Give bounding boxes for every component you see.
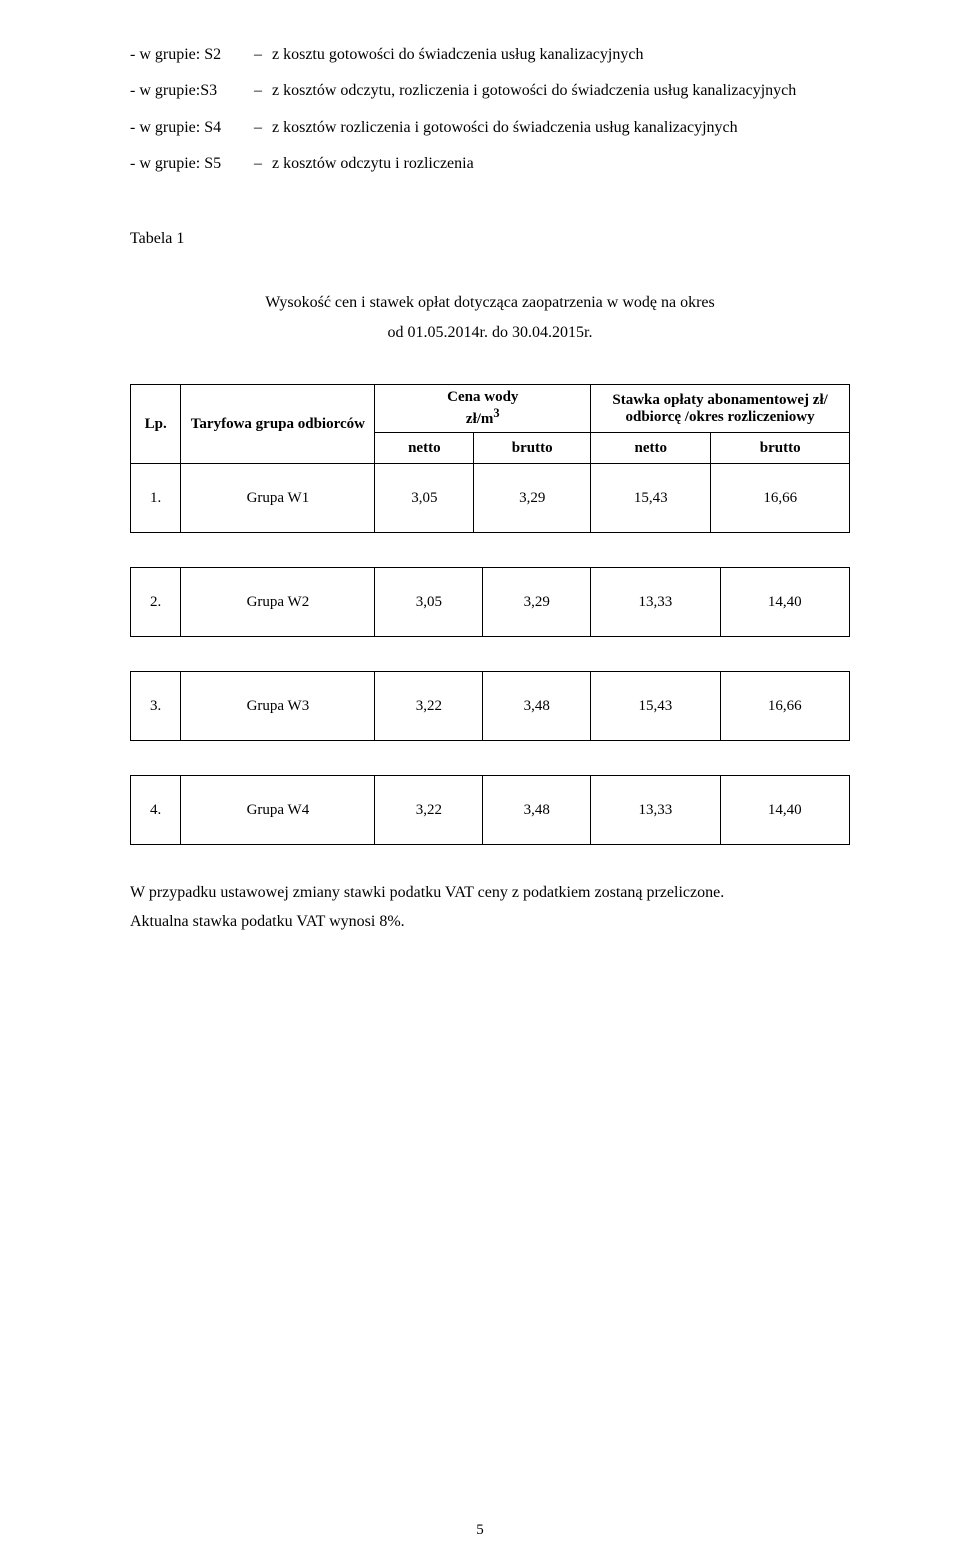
definition-dash: – xyxy=(254,40,272,70)
definition-label: - w grupie: S2 xyxy=(130,40,254,70)
price-unit-sup: 3 xyxy=(493,406,499,420)
cell-price-net: 3,22 xyxy=(375,776,483,845)
table-title: Wysokość cen i stawek opłat dotycząca za… xyxy=(130,288,850,349)
definition-dash: – xyxy=(254,76,272,106)
subheader-netto: netto xyxy=(375,433,474,464)
cell-group: Grupa W4 xyxy=(181,776,375,845)
cell-price-gross: 3,29 xyxy=(483,568,591,637)
cell-lp: 2. xyxy=(131,568,181,637)
cell-group: Grupa W3 xyxy=(181,672,375,741)
definition-text: z kosztów rozliczenia i gotowości do świ… xyxy=(272,113,850,143)
cell-sub-net: 13,33 xyxy=(591,568,720,637)
cell-sub-net: 13,33 xyxy=(591,776,720,845)
col-header-subscription: Stawka opłaty abonamentowej zł/ odbiorcę… xyxy=(591,385,850,433)
price-table-2: 2. Grupa W2 3,05 3,29 13,33 14,40 xyxy=(130,567,850,637)
definition-text: z kosztów odczytu, rozliczenia i gotowoś… xyxy=(272,76,850,106)
cell-sub-gross: 14,40 xyxy=(720,776,849,845)
page-number: 5 xyxy=(0,1522,960,1539)
cell-price-gross: 3,48 xyxy=(483,672,591,741)
definition-list: - w grupie: S2 – z kosztu gotowości do ś… xyxy=(130,40,850,180)
subheader-brutto: brutto xyxy=(711,433,850,464)
subheader-brutto: brutto xyxy=(474,433,591,464)
cell-sub-net: 15,43 xyxy=(591,464,711,533)
price-label: Cena wody xyxy=(447,389,518,405)
cell-sub-gross: 16,66 xyxy=(711,464,850,533)
footer-line1: W przypadku ustawowej zmiany stawki poda… xyxy=(130,884,724,901)
cell-price-gross: 3,48 xyxy=(483,776,591,845)
table-row: 2. Grupa W2 3,05 3,29 13,33 14,40 xyxy=(131,568,850,637)
cell-price-net: 3,05 xyxy=(375,568,483,637)
cell-price-net: 3,05 xyxy=(375,464,474,533)
cell-group: Grupa W2 xyxy=(181,568,375,637)
table-row: 1. Grupa W1 3,05 3,29 15,43 16,66 xyxy=(131,464,850,533)
definition-text: z kosztów odczytu i rozliczenia xyxy=(272,149,850,179)
price-unit: zł/m xyxy=(466,411,494,427)
cell-lp: 1. xyxy=(131,464,181,533)
footer-line2: Aktualna stawka podatku VAT wynosi 8%. xyxy=(130,913,405,930)
definition-dash: – xyxy=(254,113,272,143)
col-header-group: Taryfowa grupa odbiorców xyxy=(181,385,375,464)
subheader-netto: netto xyxy=(591,433,711,464)
cell-sub-gross: 14,40 xyxy=(720,568,849,637)
col-header-lp: Lp. xyxy=(131,385,181,464)
definition-label: - w grupie: S4 xyxy=(130,113,254,143)
table-label: Tabela 1 xyxy=(130,230,850,248)
cell-sub-net: 15,43 xyxy=(591,672,720,741)
table-row: 3. Grupa W3 3,22 3,48 15,43 16,66 xyxy=(131,672,850,741)
cell-lp: 3. xyxy=(131,672,181,741)
definition-row: - w grupie: S4 – z kosztów rozliczenia i… xyxy=(130,113,850,143)
col-header-price: Cena wody zł/m3 xyxy=(375,385,591,433)
cell-price-net: 3,22 xyxy=(375,672,483,741)
definition-text: z kosztu gotowości do świadczenia usług … xyxy=(272,40,850,70)
price-table-1: Lp. Taryfowa grupa odbiorców Cena wody z… xyxy=(130,384,850,533)
definition-label: - w grupie:S3 xyxy=(130,76,254,106)
table-title-line1: Wysokość cen i stawek opłat dotycząca za… xyxy=(265,294,715,311)
document-page: - w grupie: S2 – z kosztu gotowości do ś… xyxy=(0,0,960,1563)
cell-price-gross: 3,29 xyxy=(474,464,591,533)
price-table-4: 4. Grupa W4 3,22 3,48 13,33 14,40 xyxy=(130,775,850,845)
definition-row: - w grupie: S5 – z kosztów odczytu i roz… xyxy=(130,149,850,179)
definition-row: - w grupie: S2 – z kosztu gotowości do ś… xyxy=(130,40,850,70)
table-title-line2: od 01.05.2014r. do 30.04.2015r. xyxy=(388,324,593,341)
table-row: 4. Grupa W4 3,22 3,48 13,33 14,40 xyxy=(131,776,850,845)
footer-note: W przypadku ustawowej zmiany stawki poda… xyxy=(130,879,850,937)
definition-row: - w grupie:S3 – z kosztów odczytu, rozli… xyxy=(130,76,850,106)
definition-label: - w grupie: S5 xyxy=(130,149,254,179)
definition-dash: – xyxy=(254,149,272,179)
cell-sub-gross: 16,66 xyxy=(720,672,849,741)
price-table-3: 3. Grupa W3 3,22 3,48 15,43 16,66 xyxy=(130,671,850,741)
cell-lp: 4. xyxy=(131,776,181,845)
cell-group: Grupa W1 xyxy=(181,464,375,533)
